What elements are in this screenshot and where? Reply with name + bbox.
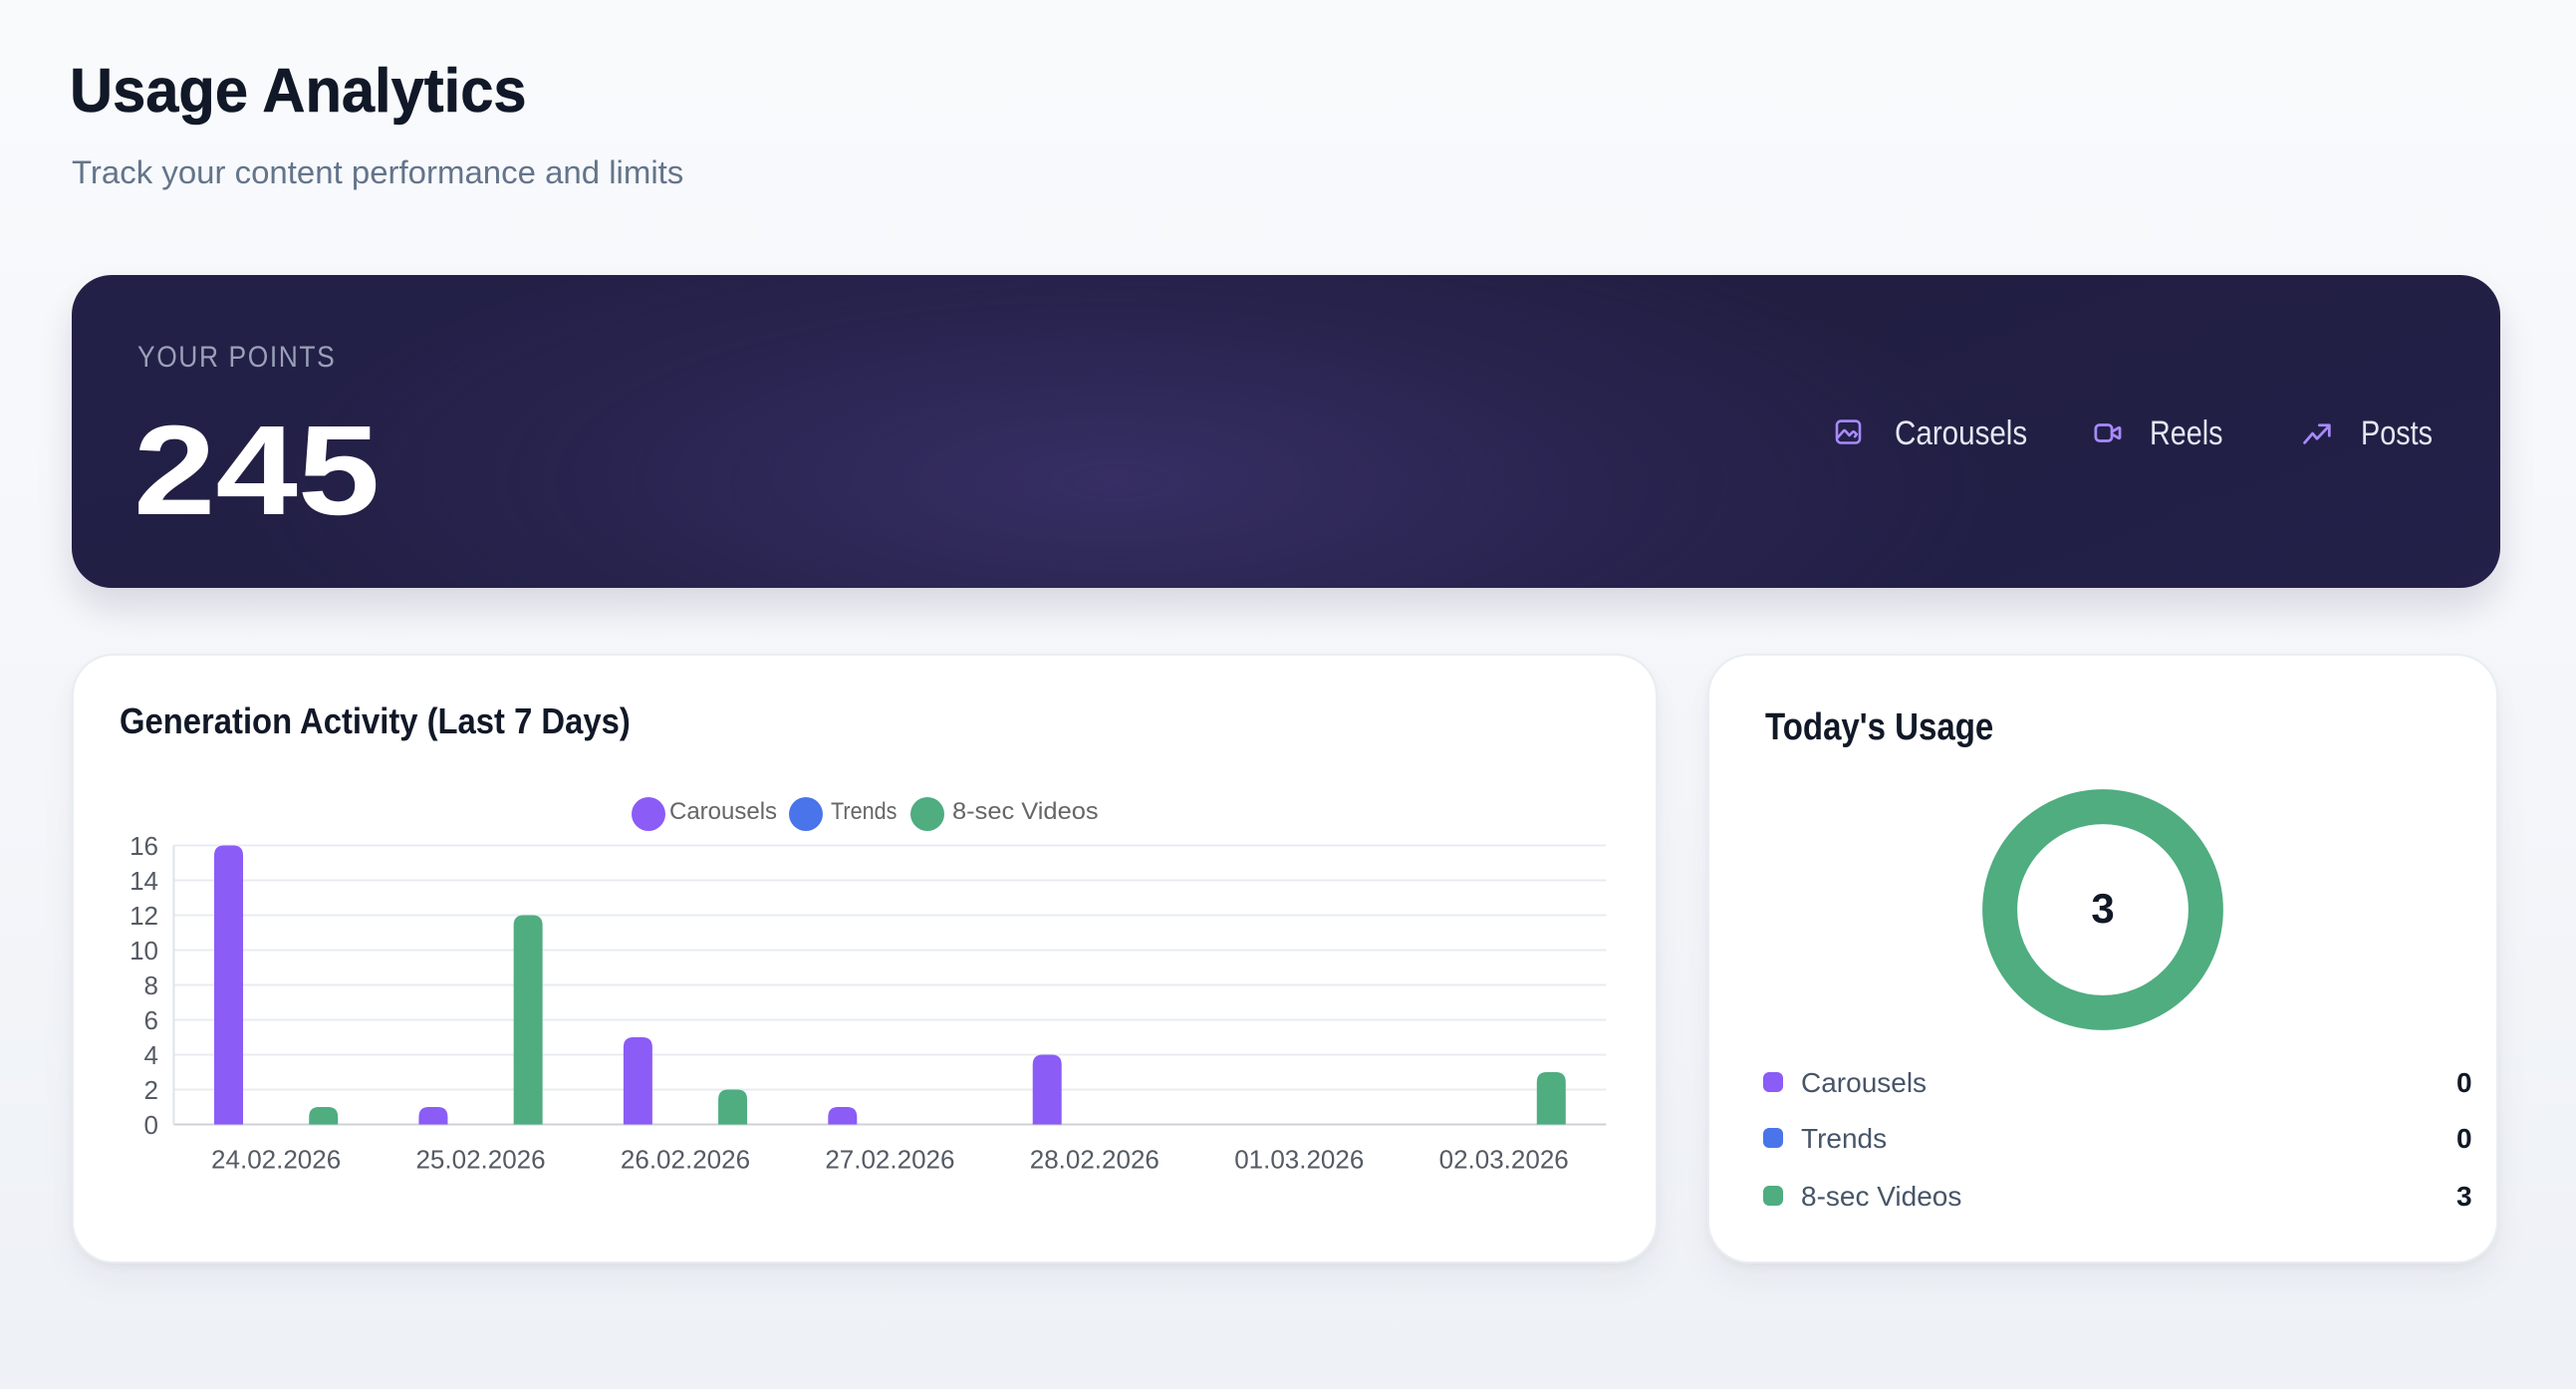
svg-text:24.02.2026: 24.02.2026 (211, 1145, 341, 1175)
svg-text:25.02.2026: 25.02.2026 (415, 1145, 545, 1175)
svg-text:10: 10 (129, 936, 158, 966)
svg-text:8: 8 (144, 971, 158, 1000)
svg-text:01.03.2026: 01.03.2026 (1234, 1145, 1364, 1175)
svg-text:28.02.2026: 28.02.2026 (1030, 1145, 1159, 1175)
svg-text:2: 2 (144, 1075, 158, 1105)
svg-text:12: 12 (129, 901, 158, 931)
svg-text:6: 6 (144, 1005, 158, 1035)
svg-text:26.02.2026: 26.02.2026 (621, 1145, 750, 1175)
svg-text:4: 4 (144, 1040, 158, 1070)
svg-text:0: 0 (144, 1110, 158, 1140)
svg-text:27.02.2026: 27.02.2026 (825, 1145, 954, 1175)
svg-text:14: 14 (129, 866, 158, 896)
svg-text:16: 16 (129, 831, 158, 861)
svg-text:02.03.2026: 02.03.2026 (1439, 1145, 1569, 1175)
